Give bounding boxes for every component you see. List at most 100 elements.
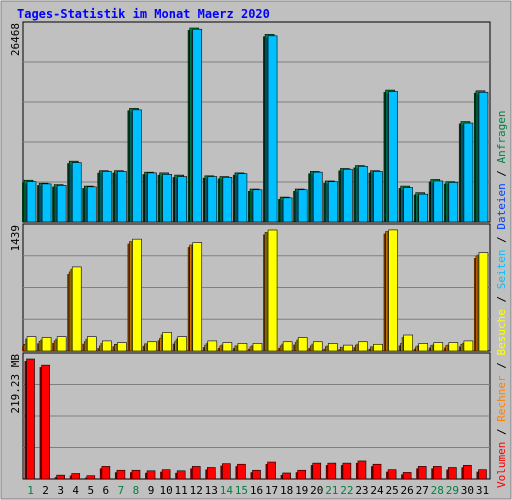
- bar-shade-volumen: [175, 472, 178, 479]
- bar-shade-volumen: [446, 469, 449, 479]
- bar-volumen-day-18: [282, 472, 291, 480]
- bar-shade-seiten: [398, 345, 401, 351]
- day-label: 3: [57, 484, 64, 497]
- bar-besuche-day-13: [207, 340, 218, 352]
- bar-shade-volumen: [310, 465, 313, 479]
- bar-shade-anfragen: [187, 30, 190, 222]
- bar-shade-seiten: [293, 344, 296, 351]
- bar-shade-seiten: [172, 343, 175, 351]
- bar-besuche-day-15: [237, 343, 248, 352]
- day-label: 5: [87, 484, 94, 497]
- panel-top: 26468: [9, 21, 491, 223]
- bar-dateien-day-8: [132, 109, 142, 223]
- bar-shade-besuche: [296, 339, 299, 351]
- bar-shade-volumen: [69, 475, 72, 479]
- bar-shade-anfragen: [217, 178, 220, 222]
- bar-volumen-day-24: [372, 463, 382, 480]
- day-label: 8: [133, 484, 140, 497]
- bar-shade-seiten: [413, 348, 416, 351]
- bar-shade-volumen: [190, 468, 193, 479]
- bar-besuche-day-22: [343, 344, 353, 352]
- bar-shade-seiten: [37, 343, 40, 351]
- bar-shade-anfragen: [458, 123, 461, 222]
- legend-dateien: Dateien: [495, 183, 508, 229]
- bar-volumen-day-21: [327, 462, 337, 480]
- bar-shade-seiten: [353, 347, 356, 351]
- legend-separator: /: [495, 356, 508, 376]
- bar-shade-dateien: [386, 93, 389, 222]
- bar-shade-dateien: [266, 37, 269, 222]
- legend-besuche: Besuche: [495, 309, 508, 355]
- legend: Volumen / Rechner / Besuche / Seiten / D…: [495, 110, 508, 488]
- chart-title: Tages-Statistik im Monat Maerz 2020: [17, 7, 270, 21]
- day-label: 27: [416, 484, 429, 497]
- bar-shade-anfragen: [37, 185, 40, 222]
- bar-shade-anfragen: [172, 177, 175, 222]
- bar-shade-dateien: [401, 189, 404, 222]
- bar-shade-dateien: [220, 179, 223, 222]
- bar-dateien-day-26: [403, 187, 413, 223]
- bar-besuche-day-1: [26, 336, 37, 352]
- bar-shade-dateien: [205, 178, 208, 222]
- bar-dateien-day-1: [26, 181, 37, 223]
- bar-dateien-day-14: [222, 176, 233, 223]
- bar-besuche-day-21: [328, 343, 338, 352]
- bar-dateien-day-10: [162, 174, 172, 223]
- bar-dateien-day-29: [448, 182, 459, 223]
- bar-dateien-day-21: [328, 181, 338, 223]
- panels-layer: 26468 1439 219.23 MB: [9, 21, 491, 480]
- bar-shade-anfragen: [127, 110, 130, 222]
- bar-shade-anfragen: [232, 174, 235, 222]
- bar-shade-besuche: [175, 338, 178, 351]
- bar-shade-seiten: [202, 347, 205, 351]
- bar-shade-volumen: [145, 472, 148, 479]
- bar-besuche-day-14: [222, 342, 233, 352]
- bar-shade-volumen: [39, 367, 42, 479]
- bar-volumen-day-29: [448, 467, 457, 480]
- bar-shade-volumen: [340, 465, 343, 479]
- bar-shade-volumen: [265, 464, 268, 479]
- bar-shade-volumen: [371, 466, 374, 479]
- bar-shade-anfragen: [248, 191, 250, 222]
- bar-shade-anfragen: [473, 92, 476, 222]
- bar-shade-volumen: [431, 468, 434, 479]
- bar-volumen-day-19: [297, 469, 306, 480]
- bar-shade-anfragen: [443, 183, 446, 222]
- bar-besuche-day-25: [388, 229, 398, 352]
- bar-shade-anfragen: [398, 188, 401, 222]
- panel-max-label: 219.23 MB: [9, 354, 22, 414]
- bar-shade-dateien: [446, 184, 449, 222]
- bar-shade-volumen: [99, 468, 102, 479]
- bar-besuche-day-8: [132, 238, 142, 352]
- bar-dateien-day-18: [282, 197, 293, 223]
- bar-volumen-day-11: [176, 470, 186, 480]
- bar-volumen-day-31: [478, 469, 487, 480]
- bar-shade-seiten: [127, 243, 130, 351]
- day-label: 30: [461, 484, 474, 497]
- legend-seiten: Seiten: [495, 250, 508, 290]
- bar-shade-dateien: [70, 164, 73, 222]
- day-label: 12: [190, 484, 203, 497]
- bar-shade-anfragen: [22, 182, 25, 222]
- bar-dateien-day-24: [373, 171, 383, 223]
- bar-dateien-day-19: [297, 189, 308, 223]
- bar-besuche-day-30: [463, 340, 474, 352]
- bar-volumen-day-17: [267, 461, 276, 480]
- bar-shade-anfragen: [278, 199, 281, 222]
- bar-volumen-day-2: [41, 364, 50, 480]
- bar-besuche-day-26: [403, 334, 413, 352]
- bar-dateien-day-6: [102, 171, 112, 223]
- day-label: 1: [27, 484, 34, 497]
- bar-volumen-day-6: [101, 466, 111, 480]
- bar-dateien-day-20: [312, 171, 323, 223]
- bar-besuche-day-11: [177, 336, 187, 352]
- bar-shade-anfragen: [323, 182, 326, 222]
- bar-shade-anfragen: [202, 177, 205, 222]
- bar-dateien-day-4: [71, 162, 82, 223]
- bar-shade-anfragen: [293, 191, 296, 222]
- bar-shade-dateien: [85, 188, 88, 222]
- bar-shade-anfragen: [413, 194, 416, 222]
- bar-shade-seiten: [443, 347, 446, 351]
